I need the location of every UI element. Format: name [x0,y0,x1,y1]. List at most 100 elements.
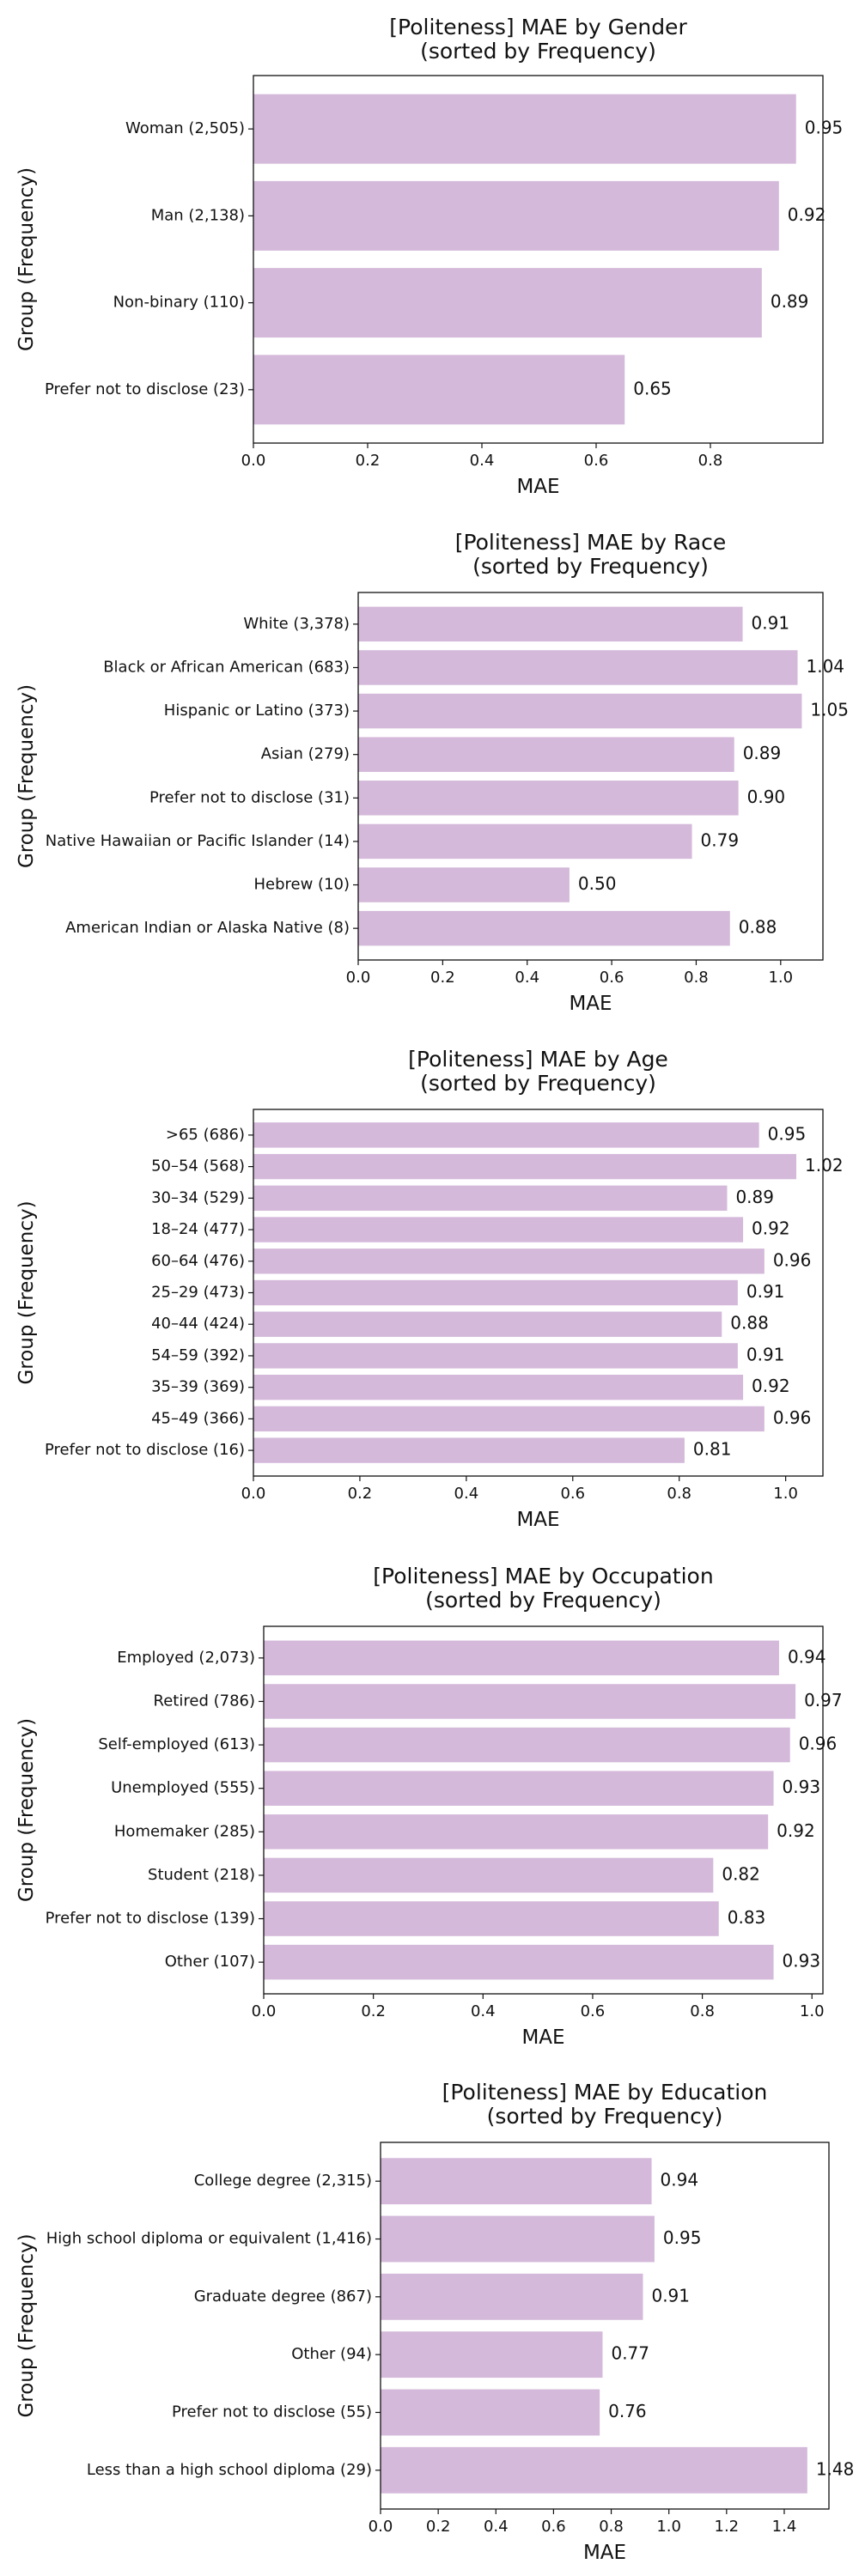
data-label: 0.94 [788,1646,826,1667]
bar [381,2446,807,2494]
y-axis-label: Group (Frequency) [15,2233,38,2417]
y-tick-label: Black or African American (683) [103,658,350,676]
x-tick-label: 1.2 [715,2518,740,2536]
chart-subtitle: (sorted by Frequency) [472,554,709,579]
y-tick-label: Other (107) [165,1953,255,1971]
x-axis-label: MAE [569,993,612,1015]
x-tick-label: 0.0 [241,1485,266,1503]
data-label: 0.89 [743,743,782,763]
chart-panel-1: [Politeness] MAE by Gender(sorted by Fre… [15,15,843,498]
y-tick-label: Student (218) [148,1866,255,1884]
data-label: 0.81 [693,1439,732,1460]
x-tick-label: 0.8 [599,2518,624,2536]
x-tick-label: 0.4 [454,1485,479,1503]
x-tick-label: 0.2 [430,969,455,987]
x-tick-label: 0.4 [484,2518,509,2536]
y-tick-label: Prefer not to disclose (23) [45,380,245,398]
data-label: 0.95 [768,1123,807,1144]
y-tick-label: 25–29 (473) [151,1284,245,1302]
x-tick-label: 1.4 [772,2518,797,2536]
data-label: 0.93 [783,1777,821,1797]
bar [381,2273,643,2320]
y-tick-label: Native Hawaiian or Pacific Islander (14) [46,832,350,850]
plot-frame [357,592,824,961]
x-tick-label: 0.2 [348,1485,373,1503]
y-tick-label: Prefer not to disclose (16) [45,1441,245,1459]
chart-subtitle: (sorted by Frequency) [425,1588,661,1613]
bar [358,606,743,642]
x-tick-label: 0.2 [426,2518,451,2536]
bar [358,867,570,902]
y-tick-label: Woman (2,505) [125,119,245,137]
chart-panel-5: [Politeness] MAE by Education(sorted by … [15,2080,854,2564]
y-tick-label: Asian (279) [261,745,350,763]
data-label: 0.50 [578,873,617,894]
chart-title: [Politeness] MAE by Occupation [373,1564,713,1589]
data-label: 0.82 [722,1863,760,1884]
y-axis-label: Group (Frequency) [15,1200,38,1384]
data-label: 0.95 [663,2227,702,2248]
y-tick-label: Less than a high school diploma (29) [87,2461,372,2479]
x-tick-label: 1.0 [656,2518,681,2536]
bar [358,910,730,946]
x-axis-label: MAE [516,1509,559,1531]
data-label: 0.83 [728,1907,766,1928]
bar [253,1343,738,1369]
x-tick-label: 0.6 [581,2002,606,2020]
bar [381,2158,652,2205]
y-tick-label: 40–44 (424) [151,1315,245,1333]
y-tick-label: Non-binary (110) [113,294,245,312]
data-label: 0.91 [746,1281,785,1302]
chart-title: [Politeness] MAE by Race [455,530,727,555]
bar [358,693,802,729]
bar [264,1944,774,1980]
data-label: 1.02 [805,1155,844,1176]
plot-frame [380,2142,830,2510]
bar [253,1249,765,1274]
bar [264,1771,774,1806]
y-axis-label: Group (Frequency) [15,684,38,868]
bar [264,1684,796,1719]
bar [358,650,798,685]
x-tick-label: 0.0 [241,452,266,470]
data-label: 0.91 [746,1344,785,1364]
y-tick-label: Graduate degree (867) [194,2287,372,2306]
chart-title: [Politeness] MAE by Age [408,1047,668,1072]
y-axis-label: Group (Frequency) [15,1718,38,1902]
x-axis-label: MAE [521,2026,564,2049]
bar [264,1857,714,1893]
bar [253,1374,744,1400]
y-tick-label: 18–24 (477) [151,1220,245,1238]
data-label: 0.92 [777,1820,815,1841]
y-tick-label: Unemployed (555) [111,1779,255,1797]
x-tick-label: 0.6 [560,1485,585,1503]
y-tick-label: White (3,378) [243,615,350,633]
x-tick-label: 0.0 [252,2002,277,2020]
chart-panel-3: [Politeness] MAE by Age(sorted by Freque… [15,1047,844,1531]
data-label: 1.05 [810,700,849,720]
data-label: 0.92 [752,1376,790,1396]
x-axis-label: MAE [516,476,559,498]
bar [253,1122,759,1148]
x-tick-label: 0.0 [346,969,371,987]
bar [253,1406,765,1432]
data-label: 0.96 [773,1249,812,1270]
y-tick-label: Homemaker (285) [114,1822,255,1840]
bar [264,1814,769,1850]
x-tick-label: 0.8 [698,452,723,470]
y-tick-label: Prefer not to disclose (139) [46,1910,255,1928]
x-tick-label: 0.6 [541,2518,566,2536]
x-tick-label: 0.6 [600,969,624,987]
bar [358,781,739,816]
x-axis-label: MAE [583,2542,626,2564]
data-label: 0.92 [788,204,826,225]
data-label: 0.95 [805,118,844,138]
bar [381,2331,603,2379]
plot-frame [253,1109,824,1477]
y-tick-label: Hebrew (10) [253,876,350,894]
y-tick-label: 54–59 (392) [151,1346,245,1364]
bar [253,1279,738,1306]
bar [381,2389,600,2436]
data-label: 0.92 [752,1218,790,1239]
y-tick-label: Self-employed (613) [98,1735,255,1753]
